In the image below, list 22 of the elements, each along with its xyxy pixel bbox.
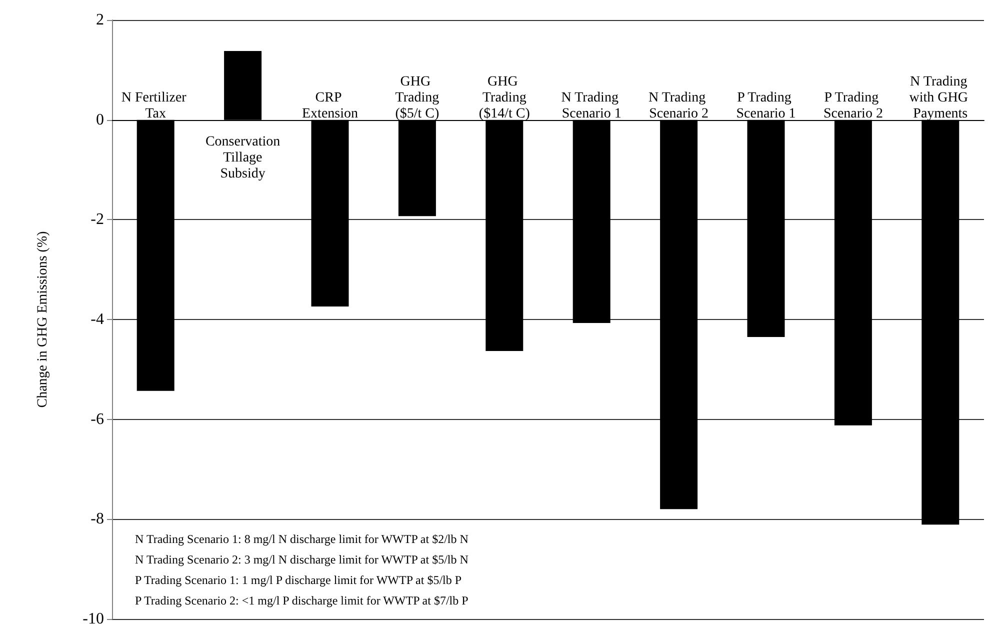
y-tick-label: 2 (96, 12, 104, 28)
x-tick-label: N Trading with GHG Payments (909, 74, 972, 122)
y-tick-label: -6 (90, 410, 104, 428)
x-tick-label: GHG Trading ($5/t C) (395, 74, 440, 122)
y-tick-label: -4 (90, 311, 104, 328)
y-tick-label: 0 (96, 111, 104, 128)
y-tick-label: -2 (90, 211, 104, 228)
y-tick-label: -8 (90, 510, 104, 528)
x-tick-label: Conservation Tillage Subsidy (205, 134, 280, 182)
x-tick-label: N Trading Scenario 2 (648, 90, 710, 122)
y-axis-title: Change in GHG Emissions (%) (36, 230, 50, 408)
y-tick-label: -10 (82, 610, 104, 628)
annotation: N Trading Scenario 1: 8 mg/l N discharge limit for WWTP at $2/lb N (135, 532, 469, 546)
x-tick-label: GHG Trading ($14/t C) (478, 74, 530, 122)
annotation: P Trading Scenario 2: <1 mg/l P discharge limit for WWTP at $7/lb P (135, 594, 469, 608)
annotation: N Trading Scenario 2: 3 mg/l N discharge limit for WWTP at $5/lb N (135, 552, 469, 566)
x-tick-label: CRP Extension (302, 90, 358, 122)
annotation: P Trading Scenario 1: 1 mg/l P discharge limit for WWTP at $5/lb P (135, 573, 462, 587)
x-tick-label: N Fertilizer Tax (121, 90, 190, 122)
x-tick-label: N Trading Scenario 1 (561, 90, 622, 122)
x-tick-label: P Trading Scenario 1 (736, 90, 796, 122)
x-tick-label: P Trading Scenario 2 (823, 90, 883, 122)
